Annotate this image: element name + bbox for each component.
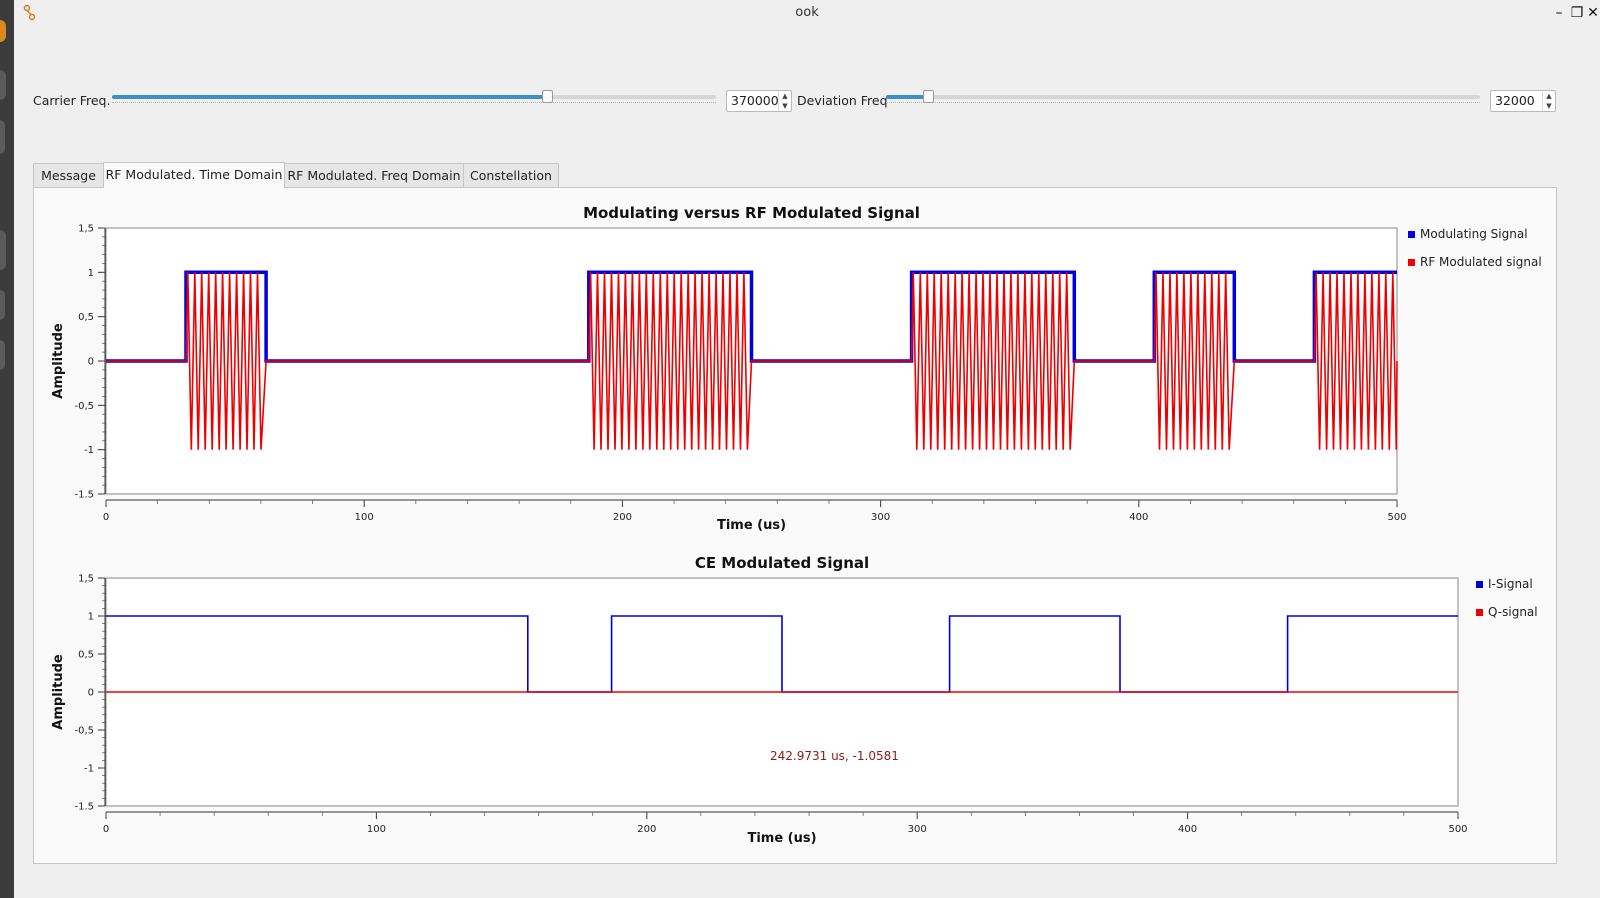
- chart1-x-tick-label: 300: [871, 512, 890, 523]
- chart2-x-tick-label: 100: [367, 824, 386, 835]
- chart2-y-tick-label: 1: [88, 612, 94, 623]
- chart1-x-tick-label: 0: [103, 512, 109, 523]
- slider-fill: [112, 95, 547, 99]
- dock-app-icon[interactable]: [0, 230, 6, 270]
- app-window: ook – ❐ ✕ Carrier Freq. 370000 ▲ ▼ Deviat…: [14, 0, 1600, 898]
- chart1-title: Modulating versus RF Modulated Signal: [583, 204, 920, 222]
- window-title: ook: [795, 5, 819, 20]
- chart1-legend-swatch: [1408, 259, 1415, 266]
- chart2-title: CE Modulated Signal: [695, 554, 869, 572]
- chart1-legend-label: Modulating Signal: [1420, 227, 1528, 241]
- slider-handle[interactable]: [541, 90, 553, 103]
- desktop-dock-strip: [0, 0, 14, 898]
- chart2-y-tick-label: 0: [88, 688, 94, 699]
- chart1-y-tick-label: 0,5: [78, 312, 94, 323]
- chart2-y-tick-label: -1.5: [74, 802, 94, 813]
- deviation-freq-value[interactable]: 32000: [1495, 93, 1535, 108]
- chart1-x-tick-label: 400: [1129, 512, 1148, 523]
- deviation-freq-label: Deviation Freq: [797, 93, 888, 108]
- dock-app-icon[interactable]: [0, 70, 6, 100]
- deviation-freq-slider[interactable]: [886, 90, 1480, 104]
- chart2-y-tick-label: -1: [84, 764, 94, 775]
- cursor-coordinate-readout: 242.9731 us, -1.0581: [770, 749, 899, 763]
- chart1-x-tick-label: 100: [355, 512, 374, 523]
- chart2-legend-swatch: [1476, 581, 1483, 588]
- chart1-x-axis-label: Time (us): [717, 518, 786, 533]
- tab-rf-time-domain[interactable]: RF Modulated. Time Domain: [103, 162, 285, 188]
- chart1-y-tick-label: -1: [84, 445, 94, 456]
- carrier-freq-slider[interactable]: [112, 90, 716, 104]
- title-bar: ook – ❐ ✕: [14, 0, 1600, 28]
- chart1-x-tick-label: 500: [1387, 512, 1406, 523]
- chart1-y-tick-label: -1.5: [74, 490, 94, 501]
- tab-rf-freq-domain[interactable]: RF Modulated. Freq Domain: [284, 163, 464, 187]
- dock-app-icon[interactable]: [0, 290, 5, 320]
- chart2-x-axis-label: Time (us): [747, 831, 816, 846]
- chart2-x-tick-label: 400: [1178, 824, 1197, 835]
- gnuradio-icon: [23, 4, 36, 21]
- chart2-y-tick-label: 0,5: [78, 650, 94, 661]
- slider-groove: [886, 95, 1480, 99]
- frequency-controls: Carrier Freq. 370000 ▲ ▼ Deviation Freq 3…: [14, 86, 1600, 116]
- minimize-button[interactable]: –: [1555, 5, 1563, 21]
- slider-ticks: [112, 102, 716, 106]
- chart1-legend-swatch: [1408, 231, 1415, 238]
- chart1-y-axis-label: Amplitude: [51, 323, 66, 399]
- slider-handle[interactable]: [922, 90, 934, 103]
- tab-message[interactable]: Message: [33, 163, 104, 187]
- chart2-y-tick-label: 1,5: [78, 574, 94, 585]
- chart2-legend-label: Q-signal: [1488, 605, 1538, 619]
- chart1-y-tick-label: 1: [88, 268, 94, 279]
- plot-panel: Modulating versus RF Modulated Signal 1,5…: [33, 187, 1557, 864]
- chart2-legend-swatch: [1476, 609, 1483, 616]
- chart1-y-tick-label: 1,5: [78, 224, 94, 235]
- chart1-series-line-2: [106, 272, 1398, 450]
- close-button[interactable]: ✕: [1587, 5, 1599, 21]
- chart2-y-axis-label: Amplitude: [51, 654, 66, 730]
- slider-fill: [886, 95, 928, 99]
- dock-app-icon[interactable]: [0, 340, 5, 370]
- carrier-freq-label: Carrier Freq.: [33, 93, 111, 108]
- chart1-y-tick-label: -0,5: [74, 401, 94, 412]
- chart2-x-tick-label: 300: [908, 824, 927, 835]
- chart2-x-tick-label: 200: [637, 824, 656, 835]
- dock-app-icon[interactable]: [0, 20, 6, 42]
- tab-constellation[interactable]: Constellation: [463, 163, 559, 187]
- deviation-freq-spinbox[interactable]: 32000 ▲ ▼: [1490, 90, 1556, 112]
- chart1-legend-label: RF Modulated signal: [1420, 255, 1542, 269]
- chart1-series-line-1: [106, 270, 1397, 363]
- chart1-x-tick-label: 200: [613, 512, 632, 523]
- dock-app-icon[interactable]: [0, 120, 5, 154]
- restore-button[interactable]: ❐: [1570, 5, 1584, 21]
- carrier-freq-value[interactable]: 370000: [731, 93, 779, 108]
- chart2-y-tick-label: -0,5: [74, 726, 94, 737]
- carrier-freq-spinbox[interactable]: 370000 ▲ ▼: [726, 90, 792, 112]
- spin-arrows-icon[interactable]: ▲ ▼: [1542, 91, 1555, 111]
- chart1-y-tick-label: 0: [88, 357, 94, 368]
- slider-ticks: [886, 102, 1480, 106]
- chart2-legend-label: I-Signal: [1488, 577, 1533, 591]
- chart2-x-tick-label: 500: [1448, 824, 1467, 835]
- chart2-x-tick-label: 0: [103, 824, 109, 835]
- spin-arrows-icon[interactable]: ▲ ▼: [778, 91, 791, 111]
- plots-canvas[interactable]: Modulating versus RF Modulated Signal 1,5…: [34, 188, 1556, 863]
